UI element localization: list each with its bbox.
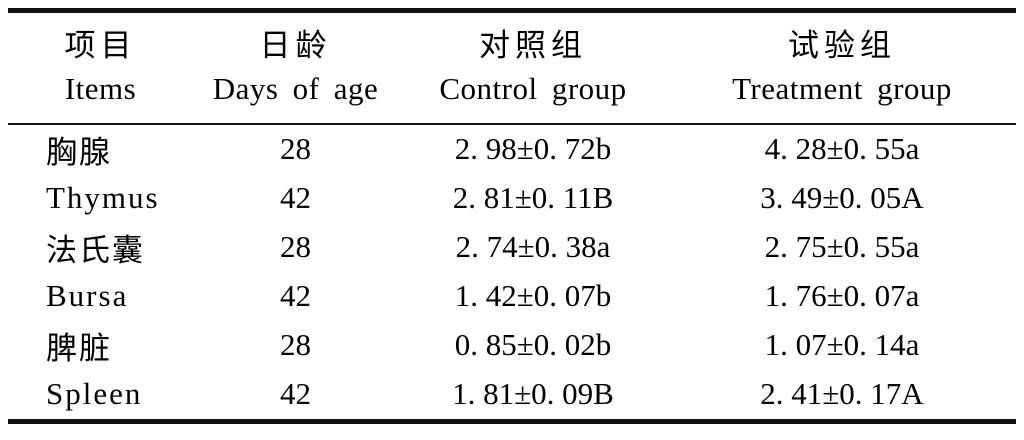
item-cell: 胸腺 [46,134,112,170]
treatment-cell: 1. 07±0. 14a [764,327,920,362]
item-cell: Spleen [46,376,143,411]
age-cell: 42 [280,376,311,411]
header-row-chinese: 项目 日龄 对照组 试验组 [8,11,1016,68]
age-cell: 42 [280,278,311,313]
control-cell: 2. 98±0. 72b [454,131,612,166]
header-control-en: Control group [439,70,627,106]
age-cell: 42 [280,180,311,215]
control-cell: 2. 74±0. 38a [455,229,611,264]
header-age-en: Days of age [212,70,379,106]
table-row: 法氏囊 28 2. 74±0. 38a 2. 75±0. 55a [8,223,1016,272]
header-control-zh: 对照组 [479,28,587,63]
age-cell: 28 [280,131,311,166]
header-treatment-en: Treatment group [732,70,952,106]
table-row: 脾脏 28 0. 85±0. 02b 1. 07±0. 14a [8,321,1016,370]
item-cell: 法氏囊 [46,232,145,268]
treatment-cell: 2. 75±0. 55a [764,229,920,264]
header-items-zh: 项目 [64,28,137,63]
treatment-cell: 1. 76±0. 07a [764,278,920,313]
control-cell: 1. 42±0. 07b [454,278,612,313]
control-cell: 0. 85±0. 02b [454,327,612,362]
item-cell: Bursa [46,278,129,313]
age-cell: 28 [280,229,311,264]
header-row-english: Items Days of age Control group Treatmen… [8,68,1016,124]
table-row: Thymus 42 2. 81±0. 11B 3. 49±0. 05A [8,174,1016,223]
age-cell: 28 [280,327,311,362]
item-cell: 脾脏 [46,330,112,366]
table-row: 胸腺 28 2. 98±0. 72b 4. 28±0. 55a [8,124,1016,174]
control-cell: 2. 81±0. 11B [452,180,614,215]
table-body: 胸腺 28 2. 98±0. 72b 4. 28±0. 55a Thymus 4… [8,124,1016,422]
control-cell: 1. 81±0. 09B [452,376,614,411]
treatment-cell: 4. 28±0. 55a [764,131,920,166]
header-treatment-zh: 试验组 [788,28,896,63]
results-table: 项目 日龄 对照组 试验组 Items Days of age Control … [8,8,1016,424]
table-row: Bursa 42 1. 42±0. 07b 1. 76±0. 07a [8,272,1016,321]
table-row: Spleen 42 1. 81±0. 09B 2. 41±0. 17A [8,370,1016,422]
header-age-zh: 日龄 [259,28,332,63]
treatment-cell: 3. 49±0. 05A [760,180,924,215]
header-items-en: Items [64,70,137,106]
table-header: 项目 日龄 对照组 试验组 Items Days of age Control … [8,11,1016,124]
item-cell: Thymus [46,180,160,215]
paper-table-container: 项目 日龄 对照组 试验组 Items Days of age Control … [8,8,1016,424]
treatment-cell: 2. 41±0. 17A [760,376,924,411]
